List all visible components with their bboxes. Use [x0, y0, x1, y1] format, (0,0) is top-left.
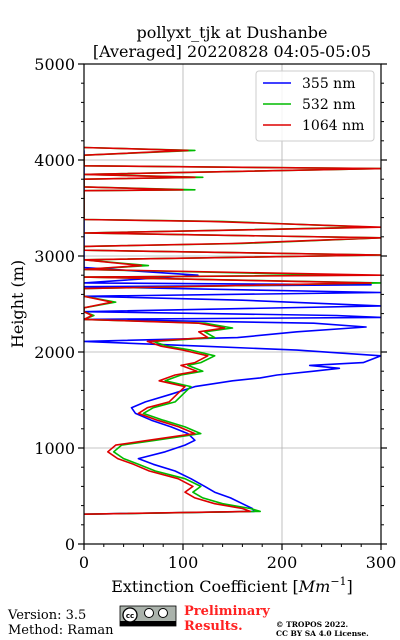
x-tick-label: 0: [79, 553, 89, 572]
y-tick-label: 4000: [34, 151, 75, 170]
legend: 355 nm 532 nm 1064 nm: [255, 70, 375, 142]
y-tick-label: 2000: [34, 343, 75, 362]
method-text: Method: Raman: [8, 623, 114, 638]
by-icon: [144, 608, 154, 618]
legend-label-532: 532 nm: [302, 97, 355, 113]
y-tick-label: 3000: [34, 247, 75, 266]
series-layer: [84, 146, 381, 515]
copyright-line2: CC BY SA 4.0 License.: [276, 629, 369, 638]
cc-icon: [122, 607, 138, 623]
series-line-1: [84, 146, 381, 515]
x-tick-label: 200: [267, 553, 298, 572]
legend-box: [255, 70, 375, 142]
chart-title-line1: pollyxt_tjk at Dushanbe: [136, 23, 327, 42]
series-line-2: [84, 146, 381, 515]
y-axis-label: Height (m): [8, 260, 27, 348]
preliminary-text-line2: Results.: [184, 619, 243, 634]
copyright-line1: © TROPOS 2022.: [276, 620, 348, 629]
x-axis-label: Extinction Coefficient [Mm−1]: [111, 575, 353, 596]
version-text: Version: 3.5: [7, 608, 86, 623]
preliminary-text-line1: Preliminary: [184, 604, 270, 619]
x-tick-label: 100: [168, 553, 199, 572]
legend-label-1064: 1064 nm: [302, 118, 364, 134]
x-tick-label: 300: [366, 553, 397, 572]
legend-label-355: 355 nm: [302, 76, 355, 92]
plot-frame: [83, 63, 382, 545]
sa-icon: [158, 608, 168, 618]
chart-title-line2: [Averaged] 20220828 04:05-05:05: [93, 42, 371, 61]
y-tick-label: 0: [65, 535, 75, 554]
series-line-0: [84, 150, 381, 515]
y-tick-label: 5000: [34, 55, 75, 74]
cc-by-sa-badge: cc: [119, 605, 177, 627]
y-tick-label: 1000: [34, 439, 75, 458]
svg-text:cc: cc: [126, 612, 134, 620]
